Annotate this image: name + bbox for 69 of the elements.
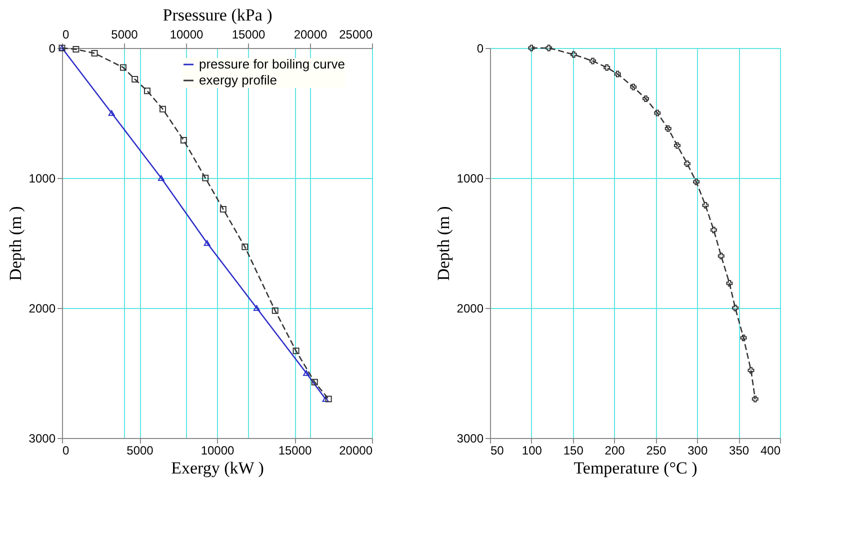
point — [752, 396, 758, 402]
y-tick-label: 2000 — [456, 302, 484, 316]
x2-tick-label: 5000 — [111, 28, 138, 42]
y-tick-label: 3000 — [28, 432, 56, 446]
y-axis-title: Depth (m ) — [434, 206, 453, 281]
point — [684, 160, 690, 167]
x2-tick-label: 20000 — [294, 28, 328, 42]
point — [160, 106, 166, 112]
point — [220, 206, 226, 212]
point — [732, 304, 738, 312]
point — [325, 396, 332, 402]
point — [546, 44, 552, 52]
point — [120, 64, 126, 71]
x-tick-label: 10000 — [200, 444, 235, 458]
point — [674, 142, 680, 149]
point — [748, 367, 754, 374]
point — [570, 51, 577, 58]
y-axis-title: Depth (m ) — [6, 206, 25, 281]
point — [710, 226, 717, 234]
point — [528, 44, 535, 52]
x-tick-label: 100 — [522, 444, 542, 458]
y-tick-label: 1000 — [456, 172, 484, 186]
point — [242, 244, 248, 250]
y-tick-label: 1000 — [28, 172, 56, 186]
x-axis-title: Exergy (kW ) — [171, 458, 264, 478]
point — [590, 58, 596, 64]
point — [702, 202, 709, 209]
point — [311, 378, 318, 386]
x-tick-label: 5000 — [126, 444, 154, 458]
point — [654, 110, 661, 116]
x-tick-label: 300 — [688, 444, 708, 458]
point — [72, 46, 80, 53]
point — [718, 252, 724, 260]
y-tick-label: 3000 — [456, 432, 484, 446]
x2-tick-label: 10000 — [170, 28, 204, 42]
point — [740, 334, 747, 342]
point — [272, 307, 278, 314]
y-tick-label: 2000 — [28, 302, 56, 316]
x-tick-label: 200 — [604, 444, 626, 458]
point — [630, 84, 637, 90]
point — [144, 88, 150, 94]
x-tick-label: 15000 — [278, 444, 312, 458]
x2-tick-label: 0 — [62, 28, 70, 42]
x-axis-title: Temperature (°C ) — [574, 458, 698, 478]
x2-tick-label: 25000 — [339, 28, 373, 42]
y-tick-label: 0 — [476, 42, 484, 56]
x2-axis-title: Prsessure (kPa ) — [162, 6, 272, 24]
point — [604, 64, 610, 71]
legend-label: pressure for boiling curve — [199, 56, 345, 72]
x-tick-label: 350 — [729, 444, 750, 458]
point — [642, 95, 650, 102]
x-tick-label: 250 — [646, 444, 667, 458]
x-tick-label: 50 — [490, 444, 504, 458]
point — [614, 70, 621, 78]
point — [664, 125, 672, 132]
legend-label: exergy profile — [199, 72, 278, 88]
point — [726, 280, 733, 287]
x-tick-label: 150 — [563, 444, 584, 458]
point — [292, 348, 300, 354]
point — [202, 174, 209, 182]
x-tick-label: 20000 — [339, 444, 373, 458]
x-tick-label: 0 — [62, 444, 70, 458]
y-tick-label: 0 — [48, 42, 56, 56]
point — [91, 50, 98, 56]
point — [132, 76, 138, 82]
point — [180, 137, 187, 144]
x-tick-label: 400 — [760, 444, 781, 458]
point — [693, 178, 700, 186]
x2-tick-label: 15000 — [232, 28, 266, 42]
